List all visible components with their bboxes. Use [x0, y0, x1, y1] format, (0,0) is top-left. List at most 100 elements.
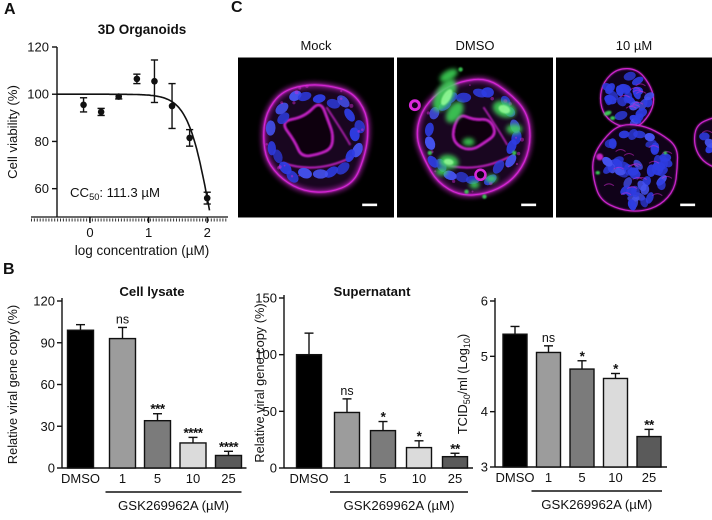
nucleus	[275, 102, 289, 115]
nucleus	[618, 130, 630, 139]
cell-border	[613, 166, 624, 170]
y-tick-label: 150	[255, 291, 277, 306]
significance-label: ns	[116, 312, 129, 326]
membrane-ring	[262, 84, 369, 194]
data-point	[133, 75, 141, 83]
cell-border	[648, 145, 659, 149]
y-tick-label: 80	[35, 134, 49, 149]
speckle	[283, 164, 286, 167]
nucleus	[424, 136, 436, 150]
micrograph-label-dmso: DMSO	[455, 38, 495, 53]
bar-25	[214, 454, 243, 469]
data-point	[80, 101, 87, 109]
speckle	[290, 175, 294, 178]
x-category-label: 1	[545, 470, 552, 485]
x-category-label: 1	[119, 471, 126, 486]
significance-label: *	[381, 410, 387, 425]
nucleus	[312, 94, 326, 103]
speckle	[339, 97, 343, 100]
infection-dot	[603, 110, 612, 116]
significance-label: ****	[219, 439, 239, 454]
scale-bar	[521, 203, 537, 207]
micrograph-dmso	[397, 57, 553, 218]
nucleus	[628, 129, 638, 140]
infection-dot	[464, 189, 469, 194]
fit-curve	[57, 93, 211, 211]
nucleus	[614, 110, 628, 121]
cell-border	[615, 149, 626, 152]
infection-dot	[427, 150, 432, 156]
x-category-label: DMSO	[61, 471, 100, 486]
cell-border	[629, 104, 641, 108]
nucleus	[660, 155, 668, 169]
speckle	[349, 103, 354, 108]
bars: ns****	[295, 332, 469, 469]
nucleus	[624, 163, 634, 176]
speckle	[452, 179, 456, 183]
y-tick-label: 6	[481, 294, 488, 309]
nucleus	[654, 165, 664, 176]
organoid	[591, 67, 712, 213]
bar-DMSO	[66, 329, 95, 469]
cell-border	[619, 94, 631, 98]
significance-label: **	[450, 441, 461, 456]
x-axis-title: log concentration (µM)	[75, 243, 210, 258]
scale-bar	[680, 203, 696, 207]
bar-5	[369, 429, 397, 469]
membrane-ring	[416, 78, 531, 196]
x-category-label: 5	[379, 471, 386, 486]
nucleus	[312, 169, 329, 179]
membrane-ring	[599, 67, 655, 129]
y-tick-label: 0	[48, 461, 55, 476]
infection-core	[441, 89, 453, 106]
nucleus	[644, 92, 655, 101]
nucleus	[627, 199, 637, 211]
data-point	[151, 77, 158, 85]
bar-1	[108, 337, 137, 469]
significance-label: *	[613, 361, 619, 376]
cell-border	[623, 153, 635, 156]
micrograph-image-mock	[238, 57, 394, 218]
nucleus	[427, 155, 439, 168]
cell-border	[630, 87, 641, 91]
y-tick-label: 60	[41, 377, 55, 392]
x-category-label: 25	[642, 470, 656, 485]
group-label: GSK269962A (µM)	[344, 498, 455, 513]
x-category-label: 25	[221, 471, 235, 486]
infection-dot	[595, 170, 600, 175]
nucleus	[604, 139, 617, 149]
y-tick-label: 50	[263, 404, 277, 419]
organoid	[408, 67, 533, 199]
nucleus	[337, 95, 350, 108]
data-points	[79, 59, 211, 205]
data-point	[186, 134, 193, 142]
cc50-annotation: CC50: 111.3 µM	[70, 185, 160, 202]
nucleus	[279, 161, 292, 175]
nucleus	[633, 159, 643, 170]
cell-border	[620, 192, 632, 196]
speckle	[340, 90, 343, 93]
micrograph-treated	[556, 57, 712, 218]
panel-c-label: C	[231, 0, 243, 16]
chart-title: 3D Organoids	[98, 22, 187, 37]
bar-1	[535, 351, 562, 468]
cell-border	[635, 83, 646, 87]
speckle	[265, 142, 269, 146]
x-category-label: 10	[412, 471, 426, 486]
y-tick-label: 30	[41, 419, 55, 434]
nucleus	[344, 108, 355, 122]
nucleus	[505, 154, 517, 168]
nucleus	[336, 162, 350, 175]
nucleus	[506, 139, 517, 154]
fold	[325, 106, 352, 146]
significance-label: *	[417, 429, 423, 444]
infection-patch	[439, 68, 458, 82]
y-tick-label: 3	[481, 460, 488, 475]
membrane-ring	[591, 123, 679, 213]
speckle	[469, 84, 471, 87]
significance-label: ***	[150, 402, 166, 417]
